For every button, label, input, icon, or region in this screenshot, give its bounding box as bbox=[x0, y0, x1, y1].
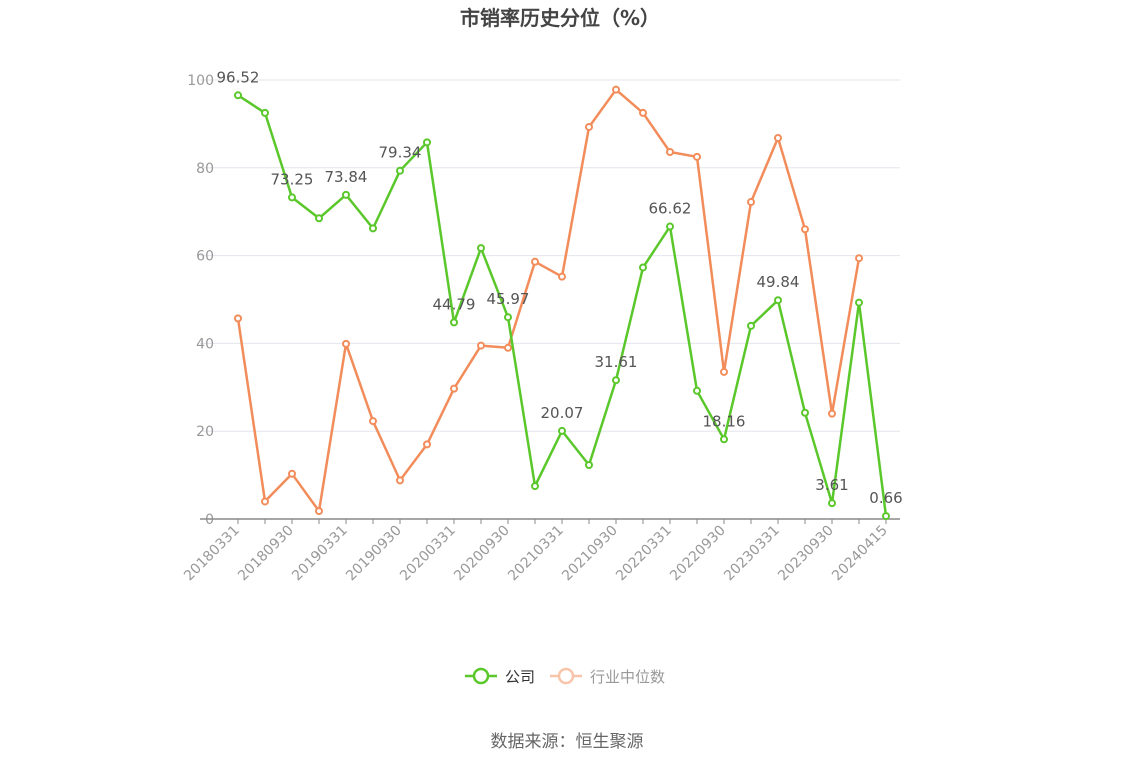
data-point bbox=[828, 409, 836, 418]
legend[interactable]: 公司 行业中位数 bbox=[465, 667, 665, 686]
x-tick-label: 20190930 bbox=[343, 523, 405, 585]
data-label: 44.79 bbox=[433, 295, 476, 313]
x-tick-label: 20200331 bbox=[397, 523, 459, 585]
y-tick-label: 20 bbox=[196, 424, 214, 440]
data-point bbox=[720, 435, 728, 444]
data-labels: 96.52 73.25 73.84 79.34 44.79 45.97 20.07 31.61… bbox=[217, 68, 903, 507]
data-point bbox=[423, 440, 431, 449]
data-point bbox=[720, 367, 728, 376]
legend-label: 行业中位数 bbox=[590, 668, 665, 686]
data-point bbox=[774, 296, 782, 305]
data-label: 49.84 bbox=[757, 273, 800, 291]
data-point bbox=[369, 224, 377, 233]
data-point bbox=[612, 85, 620, 94]
y-tick-label: 0 bbox=[205, 512, 214, 528]
data-point bbox=[234, 91, 242, 100]
data-point bbox=[396, 166, 404, 175]
data-point bbox=[693, 386, 701, 395]
data-label: 3.61 bbox=[815, 476, 848, 494]
data-point bbox=[261, 108, 269, 117]
series-line bbox=[236, 88, 861, 513]
x-tick-label: 20230930 bbox=[775, 523, 837, 585]
data-point bbox=[504, 343, 512, 352]
data-label: 18.16 bbox=[703, 412, 746, 430]
source-note: 数据来源：恒生聚源 bbox=[491, 732, 644, 752]
data-point bbox=[693, 152, 701, 161]
data-point bbox=[342, 190, 350, 199]
data-point bbox=[396, 476, 404, 485]
data-point bbox=[558, 426, 566, 435]
data-label: 79.34 bbox=[379, 144, 422, 162]
data-label: 0.66 bbox=[869, 489, 902, 507]
data-label: 96.52 bbox=[217, 68, 260, 86]
y-tick-label: 80 bbox=[196, 161, 214, 177]
data-label: 73.84 bbox=[325, 168, 368, 186]
x-tick-label: 20210331 bbox=[505, 523, 567, 585]
x-tick-label: 20220331 bbox=[613, 523, 675, 585]
data-point bbox=[423, 138, 431, 147]
x-tick-label: 20180331 bbox=[181, 523, 243, 585]
chart-title: 市销率历史分位（%） bbox=[460, 6, 660, 30]
legend-item-industry-median[interactable]: 行业中位数 bbox=[550, 667, 665, 686]
legend-label: 公司 bbox=[505, 668, 535, 686]
data-point bbox=[774, 133, 782, 142]
data-point bbox=[261, 497, 269, 506]
grid-lines bbox=[200, 79, 900, 432]
data-point bbox=[882, 512, 890, 521]
data-point bbox=[666, 147, 674, 156]
data-label: 45.97 bbox=[487, 290, 530, 308]
series-line bbox=[237, 94, 888, 517]
data-point bbox=[531, 257, 539, 266]
data-label: 20.07 bbox=[541, 404, 584, 422]
y-axis: 0 20 40 60 80 100 bbox=[187, 73, 214, 528]
x-tick-label: 20230331 bbox=[721, 523, 783, 585]
y-tick-label: 60 bbox=[196, 249, 214, 265]
x-tick-label: 20180930 bbox=[235, 523, 297, 585]
data-point bbox=[288, 193, 296, 202]
data-point bbox=[450, 384, 458, 393]
data-point bbox=[234, 314, 242, 323]
legend-swatch-marker bbox=[472, 667, 490, 685]
y-tick-label: 100 bbox=[187, 73, 214, 89]
data-point bbox=[369, 417, 377, 426]
data-point bbox=[315, 214, 323, 223]
x-tick-label: 20240415 bbox=[829, 523, 891, 585]
x-axis: 2018033120180930201903312019093020200331… bbox=[181, 518, 900, 585]
data-label: 31.61 bbox=[595, 353, 638, 371]
legend-swatch-marker bbox=[557, 667, 575, 685]
data-point bbox=[855, 254, 863, 263]
data-point bbox=[315, 507, 323, 516]
data-point bbox=[747, 321, 755, 330]
data-point bbox=[585, 461, 593, 470]
data-point bbox=[747, 198, 755, 207]
x-tick-label: 20190331 bbox=[289, 523, 351, 585]
data-point bbox=[855, 298, 863, 307]
series-layer bbox=[234, 85, 890, 521]
data-point bbox=[585, 122, 593, 131]
data-point bbox=[639, 108, 647, 117]
data-point bbox=[477, 244, 485, 253]
data-point bbox=[801, 225, 809, 234]
legend-item-company[interactable]: 公司 bbox=[465, 667, 535, 686]
data-point bbox=[531, 482, 539, 491]
y-tick-label: 40 bbox=[196, 336, 214, 352]
data-point bbox=[828, 499, 836, 508]
data-point bbox=[612, 376, 620, 385]
x-tick-label: 20210930 bbox=[559, 523, 621, 585]
data-point bbox=[342, 339, 350, 348]
data-point bbox=[639, 263, 647, 272]
data-point bbox=[801, 408, 809, 417]
data-point bbox=[666, 222, 674, 231]
data-point bbox=[477, 341, 485, 350]
data-point bbox=[288, 469, 296, 478]
data-point bbox=[450, 318, 458, 327]
data-label: 66.62 bbox=[649, 200, 692, 218]
data-point bbox=[504, 313, 512, 322]
x-tick-label: 20200930 bbox=[451, 523, 513, 585]
data-label: 73.25 bbox=[271, 170, 314, 188]
data-point bbox=[558, 272, 566, 281]
x-tick-label: 20220930 bbox=[667, 523, 729, 585]
